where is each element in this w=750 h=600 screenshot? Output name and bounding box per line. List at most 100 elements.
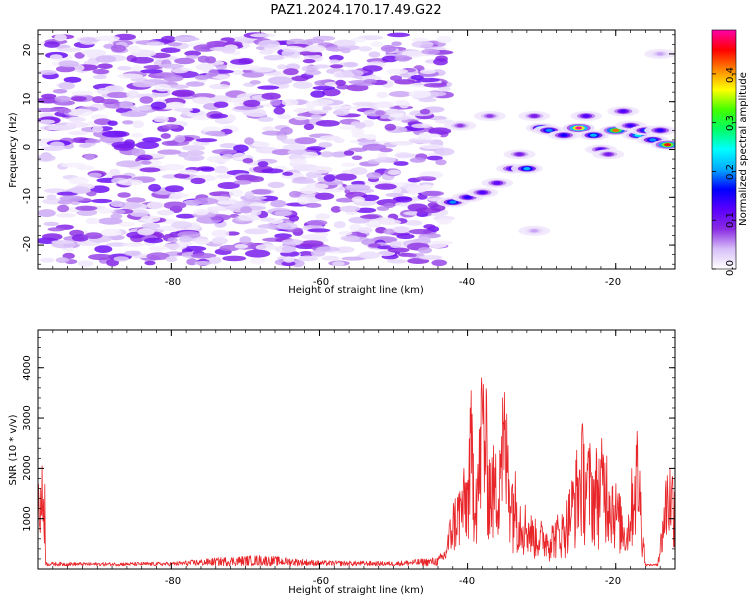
spectrogram-noise-cell (406, 186, 427, 194)
spectrogram-noise-cell (51, 240, 75, 245)
spectrogram-noise-cell (113, 256, 129, 262)
spectrogram-noise-cell (55, 65, 76, 73)
spectrogram-noise-cell (330, 206, 342, 213)
top-x-tick-label: -20 (605, 277, 621, 288)
spectrogram-noise-cell (304, 44, 326, 53)
spectrogram-noise-cell (404, 220, 423, 226)
spectrogram-noise-cell (281, 49, 301, 58)
spectrogram-noise-cell (421, 48, 441, 55)
spectrogram-noise-cell (131, 132, 144, 138)
spectrogram-noise-cell (245, 176, 265, 183)
spectrogram-noise-cell (43, 221, 59, 227)
spectrogram-noise-cell (49, 54, 63, 61)
spectrogram-noise-cell (315, 230, 329, 238)
spectrogram-noise-cell (174, 57, 195, 65)
spectrogram-noise-cell (67, 108, 94, 117)
spectrogram-noise-cell (233, 179, 252, 185)
spectrogram-noise-cell (137, 228, 155, 236)
spectrogram-noise-cell (168, 194, 182, 200)
spectrogram-noise-cell (304, 38, 325, 44)
spectrogram-noise-cell (164, 185, 184, 193)
bottom-y-tick-label: 1000 (22, 506, 33, 531)
spectrogram-noise-cell (171, 91, 193, 97)
spectrogram-noise-cell (139, 96, 154, 104)
spectrogram-noise-cell (171, 67, 189, 74)
spectrogram-signal-cell (516, 152, 523, 156)
spectrogram-noise-cell (48, 125, 74, 131)
spectrogram-noise-cell (258, 39, 280, 48)
spectrogram-noise-cell (90, 185, 110, 193)
spectrogram-noise-cell (365, 134, 377, 141)
spectrogram-noise-cell (289, 190, 301, 198)
spectrogram-noise-cell (393, 161, 409, 166)
top-y-tick-label: 10 (22, 93, 33, 106)
spectrogram-noise-cell (244, 228, 269, 235)
spectrogram-noise-cell (146, 41, 165, 46)
spectrogram-noise-cell (131, 148, 146, 157)
spectrogram-noise-cell (340, 47, 351, 54)
spectrogram-noise-cell (194, 75, 210, 80)
spectrogram-noise-cell (162, 243, 187, 250)
spectrogram-noise-cell (216, 200, 235, 205)
spectrogram-noise-cell (294, 137, 317, 145)
spectrogram-noise-cell (333, 108, 350, 116)
spectrogram-noise-cell (94, 35, 120, 42)
spectrogram-noise-cell (375, 110, 385, 116)
spectrogram-signal-cell (486, 114, 494, 118)
spectrogram-noise-cell (231, 70, 244, 75)
spectrogram-noise-cell (209, 113, 228, 119)
spectrogram-noise-cell (281, 261, 296, 267)
spectrogram-noise-cell (207, 256, 222, 264)
spectrogram-noise-cell (54, 95, 71, 103)
spectrogram-noise-cell (342, 70, 353, 78)
spectrogram-noise-cell (163, 201, 187, 210)
spectrogram-noise-cell (221, 153, 235, 160)
spectrogram-noise-cell (394, 202, 414, 207)
spectrogram-noise-cell (267, 181, 285, 189)
spectrogram-noise-cell (216, 174, 232, 179)
spectrogram-noise-cell (92, 125, 104, 133)
spectrogram-noise-cell (358, 46, 372, 52)
bottom-y-tick-label: 3000 (22, 405, 33, 430)
spectrogram-noise-cell (387, 32, 410, 38)
spectrogram-noise-cell (165, 256, 178, 262)
spectrogram-noise-cell (85, 139, 101, 144)
spectrogram-noise-cell (63, 76, 82, 83)
spectrogram-noise-cell (106, 91, 130, 99)
top-y-axis-label: Frequency (Hz) (8, 112, 19, 188)
spectrogram-noise-cell (418, 255, 443, 260)
bottom-x-tick-label: -20 (605, 576, 621, 587)
spectrogram-noise-cell (282, 171, 294, 176)
spectrogram-noise-cell (195, 138, 218, 143)
spectrogram-noise-cell (249, 257, 266, 265)
spectrogram-noise-cell (298, 251, 314, 257)
spectrogram-noise-cell (174, 36, 200, 42)
spectrogram-noise-cell (391, 41, 402, 46)
spectrogram-noise-cell (182, 245, 207, 252)
spectrogram-noise-cell (221, 46, 236, 54)
spectrogram-noise-cell (370, 41, 383, 47)
spectrogram-noise-cell (229, 189, 244, 198)
bottom-x-tick-label: -60 (313, 576, 329, 587)
snr-plot-background (38, 330, 675, 569)
spectrogram-noise-cell (192, 197, 219, 205)
spectrogram-noise-cell (343, 61, 359, 68)
spectrogram-noise-cell (330, 151, 348, 158)
spectrogram-noise-cell (281, 239, 304, 245)
spectrogram-noise-cell (56, 191, 79, 196)
spectrogram-noise-cell (191, 253, 217, 259)
spectrogram-noise-cell (178, 169, 199, 175)
spectrogram-noise-cell (273, 107, 286, 115)
spectrogram-noise-cell (312, 85, 336, 91)
spectrogram-noise-cell (77, 260, 94, 267)
spectrogram-noise-cell (122, 120, 134, 125)
spectrogram-noise-cell (288, 215, 300, 222)
spectrogram-noise-cell (129, 209, 150, 217)
spectrogram-noise-cell (257, 224, 281, 229)
spectrogram-noise-cell (341, 162, 356, 167)
spectrogram-noise-cell (110, 213, 123, 219)
spectrogram-noise-cell (143, 65, 164, 70)
spectrogram-signal-cell (582, 114, 590, 118)
spectrogram-noise-cell (335, 246, 355, 253)
spectrogram-noise-cell (109, 168, 121, 176)
